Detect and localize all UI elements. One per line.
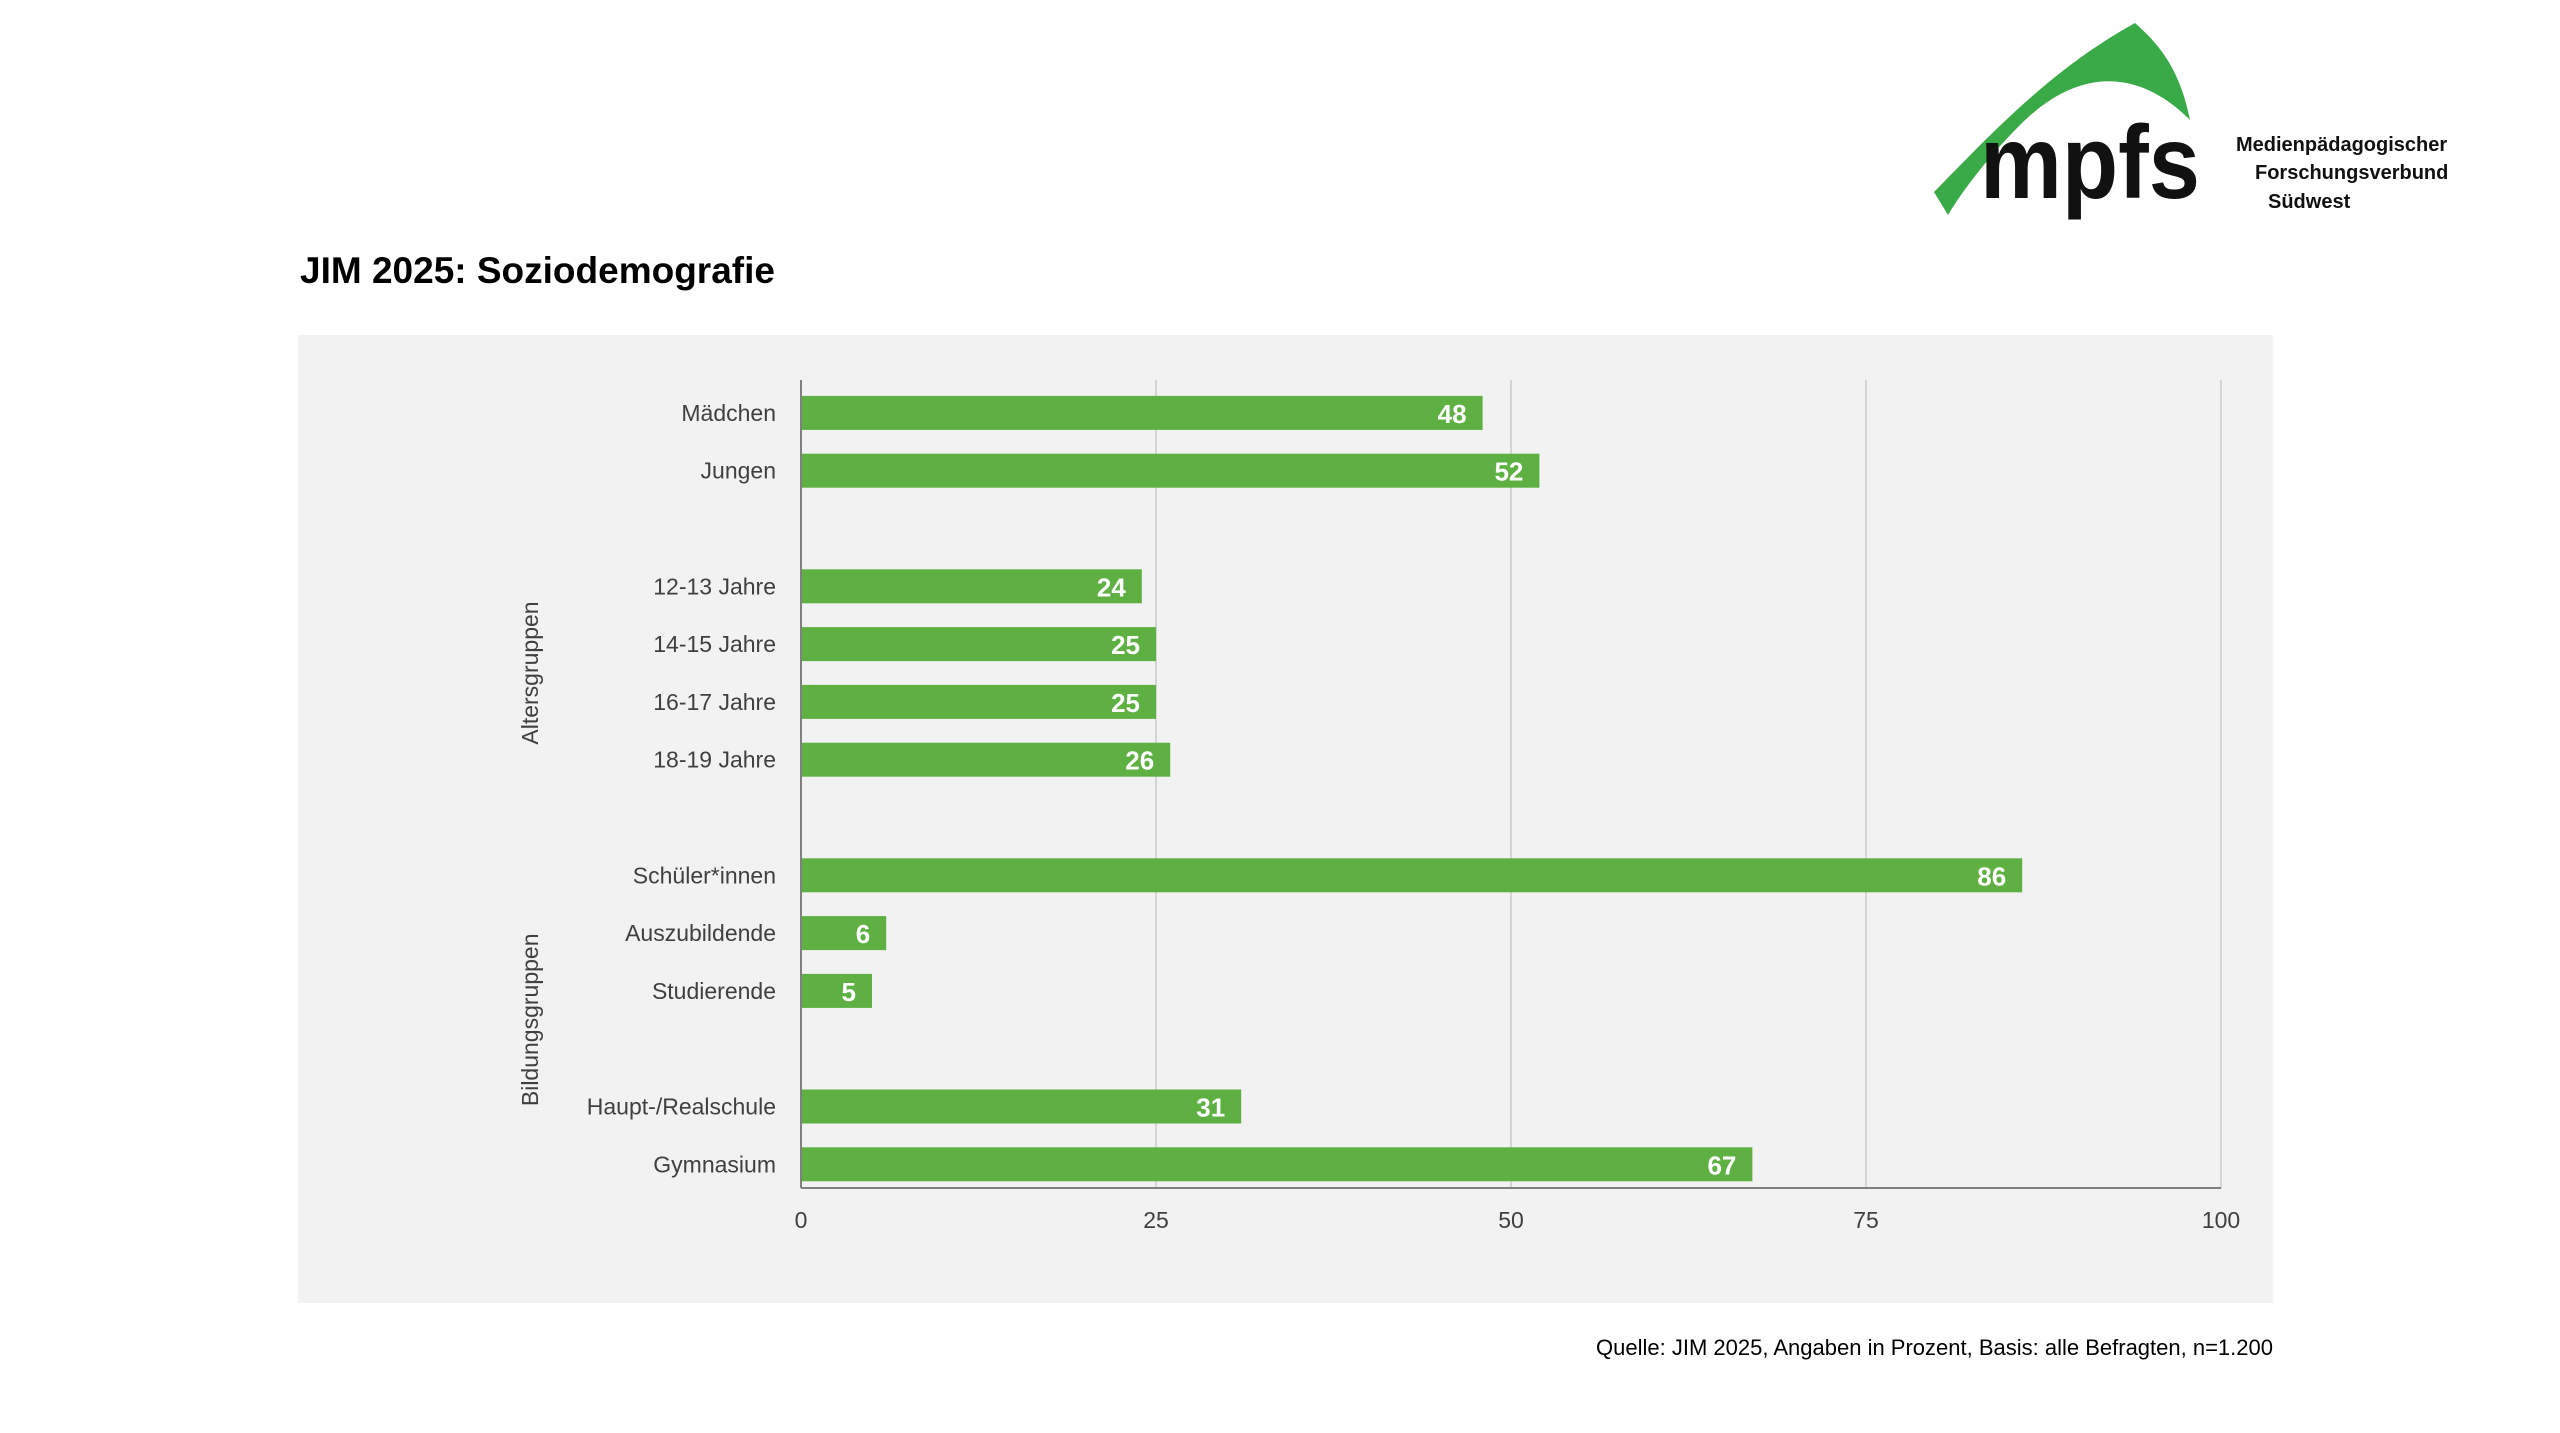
category-label-14-15-jahre: 14-15 Jahre: [653, 631, 776, 657]
bar-haupt-realschule: [802, 1089, 1242, 1124]
bar-mädchen: [802, 395, 1483, 430]
value-label-jungen: 52: [1494, 457, 1523, 487]
bar-studierende: [802, 973, 872, 1008]
category-label-mädchen: Mädchen: [681, 400, 776, 426]
bar-12-13-jahre: [802, 569, 1142, 604]
chart-panel: 0 25 50 75 100 Mädchen 48 Jungen 52 12-13 Jahre 24…: [298, 335, 2273, 1303]
x-tick-label-75: 75: [1853, 1207, 1879, 1233]
x-tick-label-50: 50: [1498, 1207, 1524, 1233]
bar-auszubildende: [802, 916, 887, 951]
group-label-bildungsgruppen: Bildungsgruppen: [517, 933, 543, 1106]
value-label-18-19-jahre: 26: [1125, 746, 1154, 776]
x-tick-label-25: 25: [1143, 1207, 1169, 1233]
logo-line-2: Forschungsverbund: [2255, 162, 2448, 184]
value-label-14-15-jahre: 25: [1111, 630, 1140, 660]
logo-arc-icon: [1934, 23, 2190, 215]
category-label-schüler-innen: Schüler*innen: [633, 862, 776, 888]
value-label-gymnasium: 67: [1707, 1150, 1736, 1180]
logo-line-3: Südwest: [2268, 191, 2351, 213]
category-label-12-13-jahre: 12-13 Jahre: [653, 573, 776, 599]
category-label-auszubildende: Auszubildende: [625, 920, 776, 946]
bar-16-17-jahre: [802, 684, 1156, 719]
category-label-jungen: Jungen: [701, 458, 776, 484]
bar-gymnasium: [802, 1147, 1753, 1182]
category-label-studierende: Studierende: [652, 978, 776, 1004]
category-label-gymnasium: Gymnasium: [653, 1151, 776, 1177]
source-note: Quelle: JIM 2025, Angaben in Prozent, Ba…: [1596, 1335, 2273, 1360]
value-label-haupt-realschule: 31: [1196, 1093, 1225, 1123]
category-label-16-17-jahre: 16-17 Jahre: [653, 689, 776, 715]
page-title: JIM 2025: Soziodemografie: [300, 250, 775, 291]
logo-wordmark: mpfs: [1980, 105, 2200, 221]
value-label-mädchen: 48: [1438, 399, 1467, 429]
bar-chart: 0 25 50 75 100 Mädchen 48 Jungen 52 12-13 Jahre 24…: [517, 380, 2240, 1233]
value-label-auszubildende: 6: [856, 919, 870, 949]
category-label-18-19-jahre: 18-19 Jahre: [653, 747, 776, 773]
x-tick-label-0: 0: [795, 1207, 808, 1233]
bar-schüler-innen: [802, 858, 2023, 893]
value-label-schüler-innen: 86: [1977, 861, 2006, 891]
group-label-altersgruppen: Altersgruppen: [517, 601, 543, 744]
x-tick-label-100: 100: [2202, 1207, 2240, 1233]
bar-jungen: [802, 453, 1540, 488]
logo-line-1: Medienpädagogischer: [2236, 134, 2447, 156]
bar-14-15-jahre: [802, 627, 1156, 662]
value-label-16-17-jahre: 25: [1111, 688, 1140, 718]
bar-18-19-jahre: [802, 742, 1171, 777]
mpfs-logo: mpfs Medienpädagogischer Forschungsverbu…: [1930, 15, 2490, 235]
value-label-12-13-jahre: 24: [1097, 572, 1126, 602]
category-label-haupt-realschule: Haupt-/Realschule: [587, 1094, 776, 1120]
value-label-studierende: 5: [842, 977, 856, 1007]
